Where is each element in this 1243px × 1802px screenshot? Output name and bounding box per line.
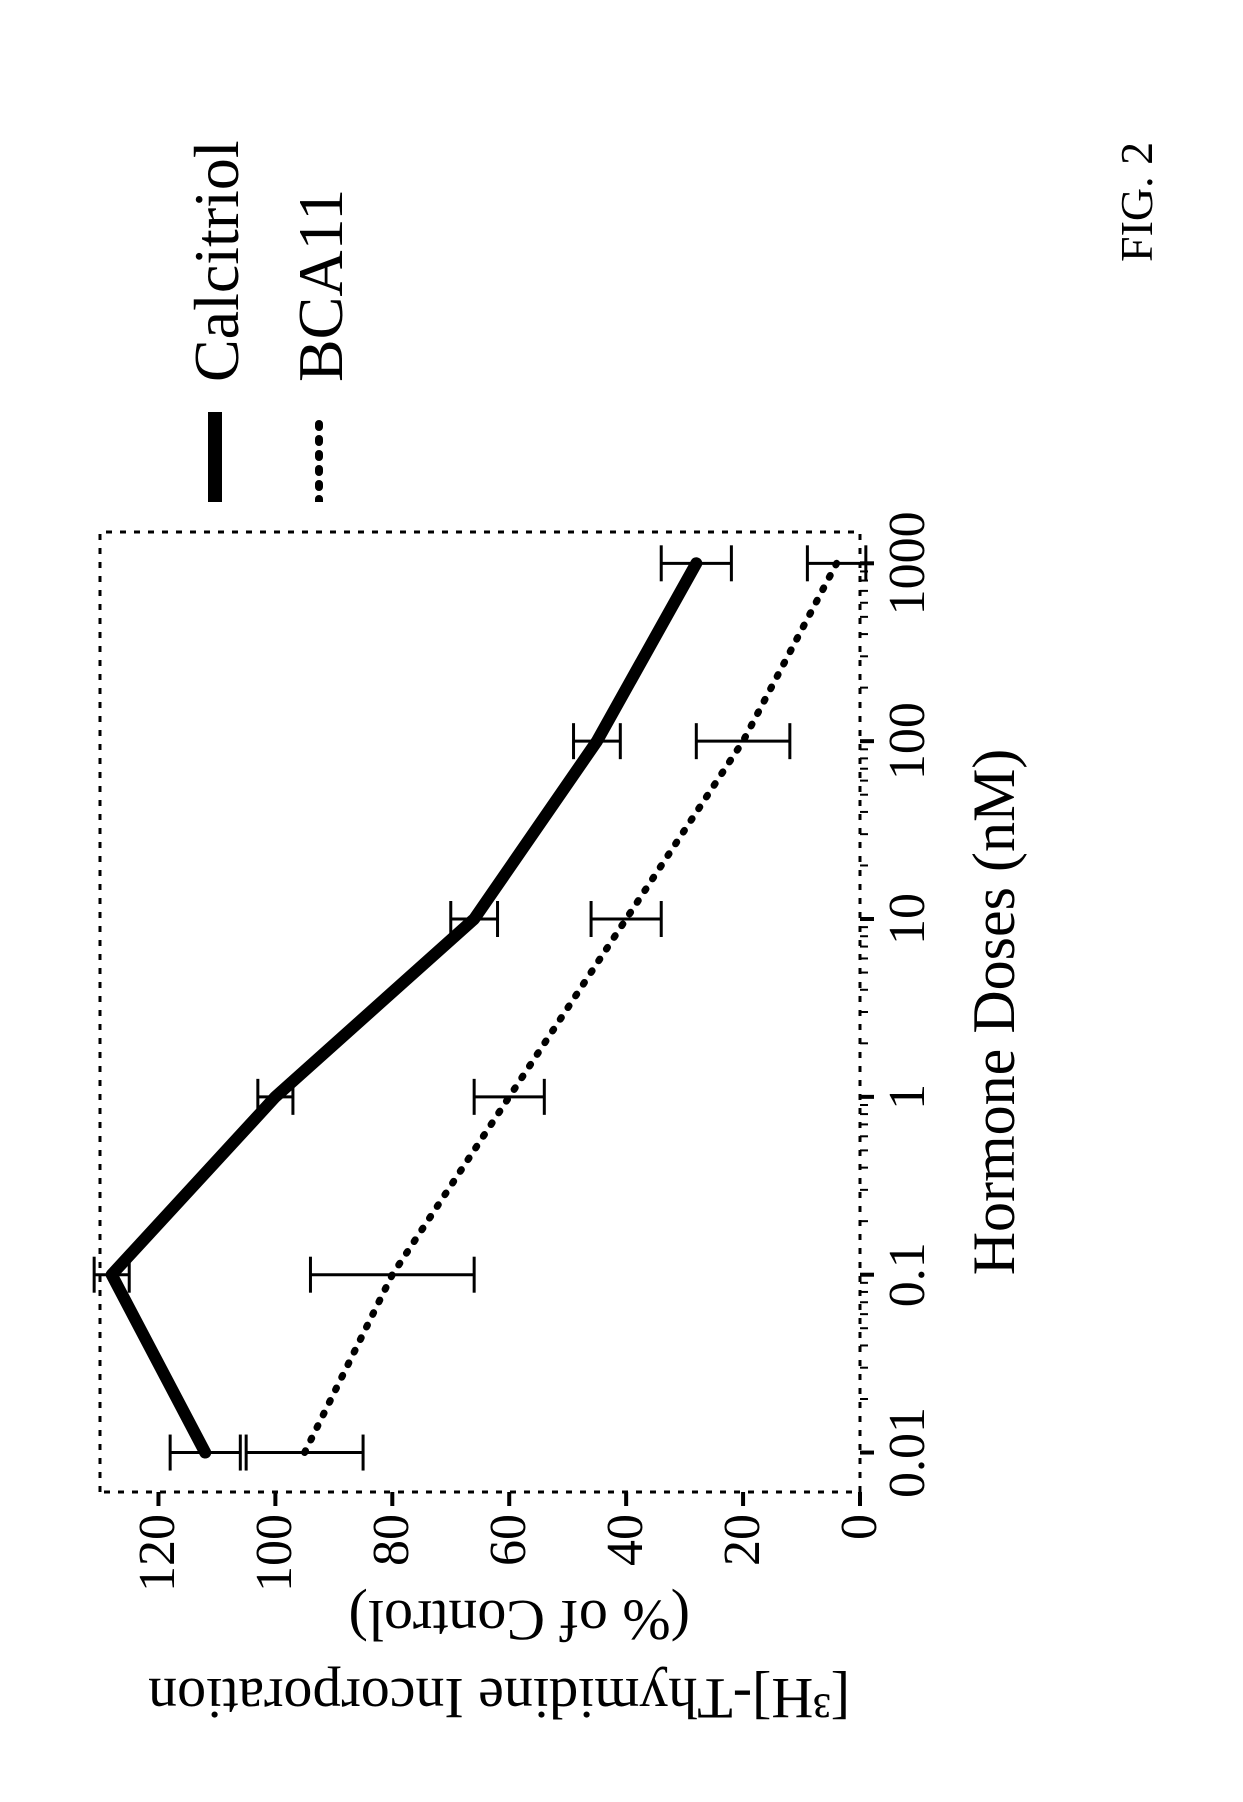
y-tick-label: 120 bbox=[128, 1514, 187, 1634]
y-tick-label: 60 bbox=[479, 1514, 538, 1634]
x-tick-label: 10 bbox=[878, 849, 937, 989]
legend-label-bca11: BCA11 bbox=[284, 189, 358, 382]
legend-swatch-dotted bbox=[304, 402, 339, 502]
figure-caption-text: FIG. 2 bbox=[1111, 142, 1162, 262]
x-tick-label: 0.01 bbox=[878, 1383, 937, 1523]
error-bars-group bbox=[94, 545, 866, 1470]
x-tick-label: 1000 bbox=[878, 493, 937, 633]
series-group bbox=[112, 563, 837, 1452]
series-Calcitriol bbox=[112, 563, 697, 1452]
x-tick-label: 100 bbox=[878, 671, 937, 811]
figure-caption: FIG. 2 bbox=[1110, 142, 1163, 262]
y-tick-label: 80 bbox=[362, 1514, 421, 1634]
y-tick-label: 100 bbox=[245, 1514, 304, 1634]
y-tick-label: 20 bbox=[713, 1514, 772, 1634]
legend-row-bca11: BCA11 bbox=[284, 140, 358, 502]
y-tick-label: 0 bbox=[830, 1514, 889, 1634]
x-axis-label: Hormone Doses (nM) bbox=[960, 532, 1029, 1492]
x-tick-label: 1 bbox=[878, 1027, 937, 1167]
legend: Calcitriol BCA11 bbox=[180, 140, 376, 502]
y-tick-label: 40 bbox=[596, 1514, 655, 1634]
legend-swatch-solid bbox=[200, 402, 235, 502]
rotated-stage: [³H]-Thymidine Incorporation (% of Contr… bbox=[0, 0, 1243, 1802]
x-axis-label-text: Hormone Doses (nM) bbox=[961, 749, 1027, 1276]
legend-label-calcitriol: Calcitriol bbox=[180, 140, 254, 382]
plot-frame bbox=[100, 532, 860, 1492]
axis-ticks-group bbox=[158, 563, 874, 1506]
x-tick-label: 0.1 bbox=[878, 1205, 937, 1345]
legend-row-calcitriol: Calcitriol bbox=[180, 140, 254, 502]
series-BCA11 bbox=[305, 563, 837, 1452]
